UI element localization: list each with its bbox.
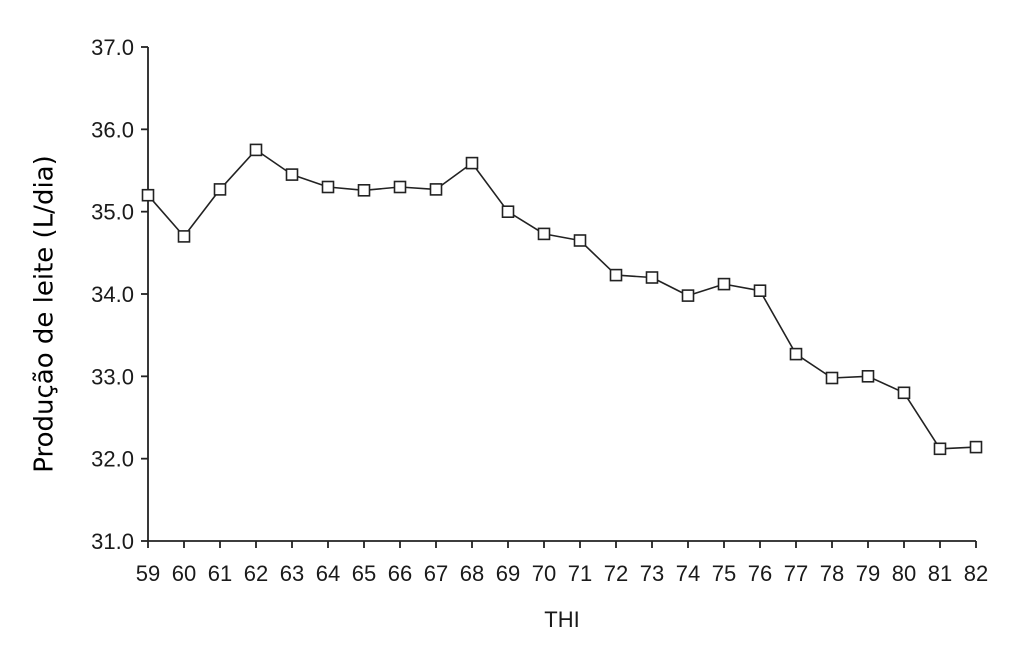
series-line-group <box>147 149 977 450</box>
y-tick-label: 32.0 <box>91 447 134 472</box>
data-point-square-marker <box>573 234 587 247</box>
x-tick-label: 72 <box>604 561 628 586</box>
x-tick-label: 80 <box>892 561 916 586</box>
data-point-square-marker <box>789 347 803 361</box>
data-point-square-marker <box>249 143 263 157</box>
x-axis: 59 60 61 62 63 64 65 66 67 68 69 70 71 72 73 74 75 76 77 78… <box>136 540 988 586</box>
data-point-square-marker <box>933 442 947 456</box>
data-point-square-marker <box>177 230 191 243</box>
data-point-square-marker <box>141 188 155 202</box>
series-markers <box>141 143 983 456</box>
x-tick-label: 81 <box>928 561 952 586</box>
data-point-square-marker <box>213 183 227 196</box>
x-axis-title: THI <box>544 607 579 632</box>
x-tick-label: 59 <box>136 561 160 586</box>
data-point-square-marker <box>285 168 299 181</box>
x-tick-label: 61 <box>208 561 232 586</box>
x-tick-label: 60 <box>172 561 196 586</box>
series-line <box>147 149 977 450</box>
data-point-square-marker <box>717 277 731 291</box>
data-point-square-marker <box>609 268 623 282</box>
y-tick-label: 36.0 <box>91 117 134 142</box>
data-point-square-marker <box>969 440 983 454</box>
x-tick-label: 74 <box>676 561 700 586</box>
x-tick-label: 70 <box>532 561 556 586</box>
data-point-square-marker <box>861 369 875 383</box>
x-tick-label: 65 <box>352 561 376 586</box>
x-tick-label: 63 <box>280 561 304 586</box>
data-point-square-marker <box>321 180 335 194</box>
data-point-square-marker <box>357 184 371 197</box>
x-tick-label: 64 <box>316 561 340 586</box>
x-tick-label: 73 <box>640 561 664 586</box>
x-tick-label: 82 <box>964 561 988 586</box>
y-axis: 31.0 32.0 33.0 34.0 35.0 36.0 37.0 <box>91 35 149 554</box>
x-tick-label: 67 <box>424 561 448 586</box>
y-tick-label: 33.0 <box>91 364 134 389</box>
data-point-square-marker <box>537 227 551 241</box>
y-axis-title: Produção de leite (L/dia) <box>30 155 60 472</box>
x-tick-label: 75 <box>712 561 736 586</box>
x-tick-label: 68 <box>460 561 484 586</box>
y-tick-label: 35.0 <box>91 200 134 225</box>
data-point-square-marker <box>429 183 443 196</box>
x-tick-label: 76 <box>748 561 772 586</box>
x-tick-label: 66 <box>388 561 412 586</box>
data-point-square-marker <box>645 271 659 284</box>
data-point-square-marker <box>825 371 839 385</box>
x-tick-label: 79 <box>856 561 880 586</box>
x-tick-label: 62 <box>244 561 268 586</box>
data-point-square-marker <box>393 180 407 194</box>
x-tick-label: 77 <box>784 561 808 586</box>
data-point-square-marker <box>753 284 767 298</box>
x-tick-label: 78 <box>820 561 844 586</box>
data-point-square-marker <box>465 156 479 170</box>
data-point-square-marker <box>501 205 515 218</box>
y-tick-label: 34.0 <box>91 282 134 307</box>
y-tick-label: 37.0 <box>91 35 134 60</box>
x-tick-label: 69 <box>496 561 520 586</box>
x-tick-label: 71 <box>568 561 592 586</box>
data-point-square-marker <box>897 386 911 400</box>
y-tick-label: 31.0 <box>91 529 134 554</box>
data-point-square-marker <box>681 289 695 302</box>
